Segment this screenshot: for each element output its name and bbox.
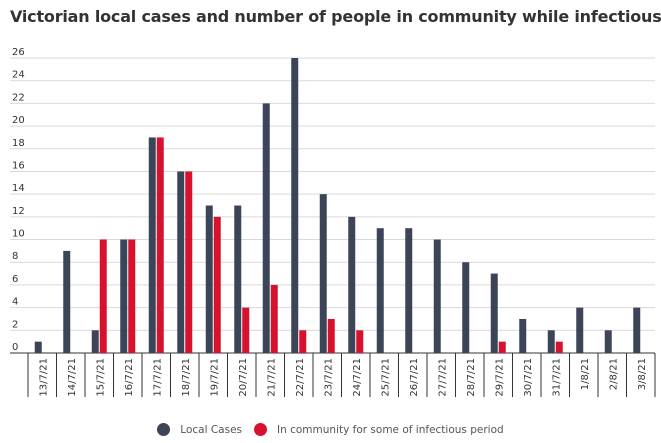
y-tick-label: 18 [12,138,25,149]
y-tick-label: 26 [12,47,25,58]
bar-local-cases [547,330,555,353]
y-tick-label: 8 [12,251,18,262]
bar-in-community [327,318,335,353]
y-tick-label: 14 [12,183,25,194]
legend-item-local-cases[interactable]: Local Cases [157,423,242,436]
legend-swatch-local-cases [157,423,171,436]
legend-swatch-in-community [254,423,268,436]
x-tick-label: 23/7/21 [323,358,334,397]
y-tick-label: 4 [12,297,18,308]
x-tick-label: 19/7/21 [209,358,220,397]
bar-in-community [555,341,563,353]
bar-in-community [213,216,221,353]
gridlines [10,57,655,354]
bar-local-cases [319,194,327,353]
bar-in-community [185,171,193,353]
x-tick-label: 21/7/21 [266,358,277,397]
bar-local-cases [177,171,185,353]
legend-label-local-cases: Local Cases [180,423,243,436]
bar-in-community [99,239,107,353]
bar-in-community [156,137,164,353]
bar-local-cases [633,307,641,353]
y-tick-label: 2 [12,319,18,330]
x-tick-label: 1/8/21 [580,358,591,390]
bar-local-cases [91,330,99,353]
y-tick-label: 12 [12,206,25,217]
x-tick-label: 14/7/21 [67,358,78,397]
bar-in-community [242,307,250,353]
bar-local-cases [234,205,242,353]
x-tick-label: 28/7/21 [466,358,477,397]
bar-local-cases [291,58,299,353]
bar-local-cases [63,250,71,353]
legend-item-in-community[interactable]: In community for some of infectious peri… [254,423,504,436]
x-tick-label: 26/7/21 [409,358,420,397]
x-tick-label: 13/7/21 [38,358,49,397]
bar-in-community [498,341,506,353]
bar-local-cases [376,228,384,353]
x-tick-label: 30/7/21 [523,358,534,397]
legend-label-in-community: In community for some of infectious peri… [277,423,504,436]
bar-local-cases [405,228,413,353]
legend: Local Cases In community for some of inf… [0,423,661,436]
bar-local-cases [205,205,213,353]
bar-in-community [270,284,278,353]
x-tick-label: 25/7/21 [380,358,391,397]
bar-local-cases [348,216,356,353]
x-axis-ticks: 13/7/21 14/7/21 15/7/21 16/7/21 17/7/21 18/7/… [27,353,656,397]
x-tick-label: 29/7/21 [494,358,505,397]
x-tick-label: 24/7/21 [352,358,363,397]
bar-in-community [356,330,364,353]
bar-local-cases [604,330,612,353]
x-tick-label: 16/7/21 [124,358,135,397]
chart-title: Victorian local cases and number of peop… [10,7,661,26]
x-tick-label: 15/7/21 [95,358,106,397]
bars [34,58,641,353]
bar-local-cases [120,239,128,353]
bar-local-cases [519,318,527,353]
x-tick-label: 3/8/21 [637,358,648,390]
y-tick-label: 0 [12,342,18,353]
bar-in-community [128,239,136,353]
x-tick-label: 31/7/21 [551,358,562,397]
y-tick-label: 16 [12,160,25,171]
bar-local-cases [34,341,42,353]
y-tick-label: 24 [12,70,25,81]
y-tick-label: 22 [12,92,25,103]
bar-local-cases [490,273,498,353]
x-tick-label: 27/7/21 [437,358,448,397]
x-tick-label: 20/7/21 [238,358,249,397]
y-tick-label: 20 [12,115,25,126]
y-tick-label: 10 [12,229,25,240]
bar-local-cases [433,239,441,353]
x-tick-label: 22/7/21 [295,358,306,397]
y-tick-label: 6 [12,274,18,285]
x-tick-label: 17/7/21 [152,358,163,397]
x-tick-label: 2/8/21 [608,358,619,390]
bar-local-cases [576,307,584,353]
x-tick-label: 18/7/21 [181,358,192,397]
bar-local-cases [262,103,270,353]
bar-local-cases [148,137,156,353]
bar-local-cases [462,262,470,353]
bar-in-community [299,330,307,353]
